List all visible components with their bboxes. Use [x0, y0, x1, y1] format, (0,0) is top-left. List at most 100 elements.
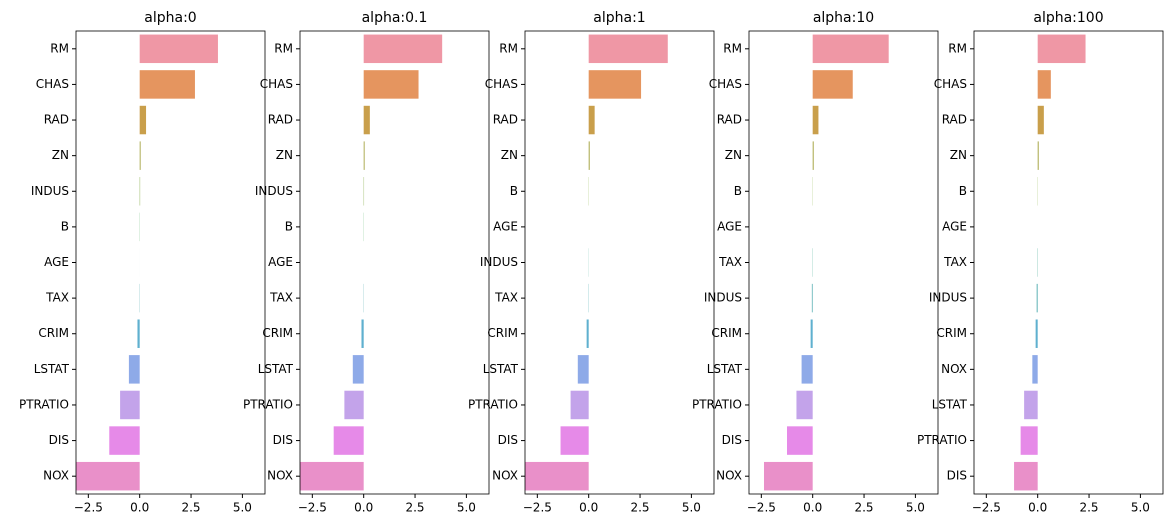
bar	[811, 319, 813, 347]
y-tick-label: TAX	[718, 255, 742, 269]
y-tick-label: DIS	[947, 469, 967, 483]
y-tick-label: AGE	[493, 219, 518, 233]
y-tick-label: TAX	[269, 291, 293, 305]
y-tick-label: INDUS	[704, 291, 742, 305]
y-tick-label: INDUS	[929, 291, 967, 305]
y-tick-label: AGE	[717, 219, 742, 233]
x-tick-label: 2.5	[854, 501, 873, 515]
bar	[1036, 319, 1038, 347]
bar	[812, 284, 813, 312]
bar	[344, 391, 363, 419]
bar	[1038, 106, 1044, 134]
y-tick-label: RM	[948, 41, 967, 55]
axes-frame	[525, 31, 714, 494]
bar	[364, 35, 442, 63]
x-tick-label: 0.0	[130, 501, 149, 515]
bar	[578, 355, 589, 383]
y-tick-label: DIS	[498, 433, 518, 447]
y-tick-label: NOX	[43, 469, 69, 483]
y-tick-label: CRIM	[487, 326, 518, 340]
y-tick-label: B	[959, 184, 967, 198]
bars	[21, 35, 442, 491]
y-tick-label: CHAS	[36, 77, 69, 91]
y-tick-label: RAD	[717, 113, 742, 127]
bar	[813, 70, 853, 98]
y-tick-label: LSTAT	[258, 362, 294, 376]
bar	[364, 106, 370, 134]
y-tick-label: DIS	[49, 433, 69, 447]
bar	[796, 391, 812, 419]
x-tick-label: 5.0	[457, 501, 476, 515]
x-tick-label: 2.5	[630, 501, 649, 515]
bar	[813, 35, 889, 63]
x-tick-label: 0.0	[579, 501, 598, 515]
x-tick-label: −2.5	[972, 501, 1001, 515]
bar	[364, 141, 365, 169]
y-tick-label: NOX	[941, 362, 967, 376]
y-tick-label: RAD	[268, 113, 293, 127]
x-tick-label: 2.5	[181, 501, 200, 515]
bar	[589, 70, 641, 98]
x-tick-label: 0.0	[803, 501, 822, 515]
y-tick-label: CHAS	[934, 77, 967, 91]
y-tick-label: CRIM	[711, 326, 742, 340]
subplot-title: alpha:1	[593, 10, 645, 26]
bar	[787, 426, 813, 454]
x-tick-label: 0.0	[1028, 501, 1047, 515]
y-tick-label: AGE	[942, 219, 967, 233]
y-tick-label: B	[734, 184, 742, 198]
subplot-title: alpha:0.1	[362, 10, 428, 26]
bars	[0, 35, 218, 491]
y-tick-label: LSTAT	[932, 397, 968, 411]
x-tick-label: 5.0	[233, 501, 252, 515]
y-tick-label: TAX	[494, 291, 518, 305]
x-tick-label: −2.5	[298, 501, 327, 515]
y-tick-label: LSTAT	[483, 362, 519, 376]
bar	[1014, 462, 1038, 490]
y-tick-label: CRIM	[936, 326, 967, 340]
bars	[1014, 35, 1085, 491]
y-tick-label: RM	[274, 41, 293, 55]
x-tick-label: −2.5	[747, 501, 776, 515]
y-tick-label: NOX	[492, 469, 518, 483]
y-tick-label: TAX	[45, 291, 69, 305]
y-tick-label: RAD	[44, 113, 69, 127]
subplot: alpha:10RMCHASRADZNBAGETAXINDUSCRIMLSTAT…	[692, 10, 938, 515]
x-tick-label: 2.5	[1079, 501, 1098, 515]
bar	[1038, 70, 1051, 98]
subplot-title: alpha:100	[1033, 10, 1103, 26]
x-tick-label: 0.0	[354, 501, 373, 515]
bar	[1024, 391, 1038, 419]
y-tick-label: RAD	[493, 113, 518, 127]
bar	[587, 319, 589, 347]
y-tick-label: B	[285, 219, 293, 233]
y-tick-label: NOX	[716, 469, 742, 483]
bar	[0, 462, 140, 490]
y-tick-label: PTRATIO	[19, 397, 69, 411]
bar	[137, 319, 139, 347]
bar	[571, 391, 589, 419]
y-tick-label: TAX	[943, 255, 967, 269]
y-tick-label: INDUS	[31, 184, 69, 198]
axes-frame	[76, 31, 265, 494]
bar	[1038, 35, 1086, 63]
y-tick-label: AGE	[268, 255, 293, 269]
y-tick-label: DIS	[722, 433, 742, 447]
bar	[334, 426, 364, 454]
bar	[361, 319, 363, 347]
y-tick-label: PTRATIO	[917, 433, 967, 447]
y-tick-label: B	[510, 184, 518, 198]
subplot: alpha:100RMCHASRADZNBAGETAXINDUSCRIMNOXL…	[917, 10, 1163, 515]
y-tick-label: NOX	[267, 469, 293, 483]
y-tick-label: CRIM	[262, 326, 293, 340]
subplot: alpha:0RMCHASRADZNINDUSBAGETAXCRIMLSTATP…	[0, 10, 265, 515]
bar	[1037, 284, 1038, 312]
subplot-title: alpha:10	[813, 10, 874, 26]
y-tick-label: ZN	[501, 148, 518, 162]
bar	[561, 426, 589, 454]
x-tick-label: 5.0	[906, 501, 925, 515]
bar	[109, 426, 139, 454]
bar	[140, 106, 146, 134]
y-tick-label: PTRATIO	[692, 397, 742, 411]
